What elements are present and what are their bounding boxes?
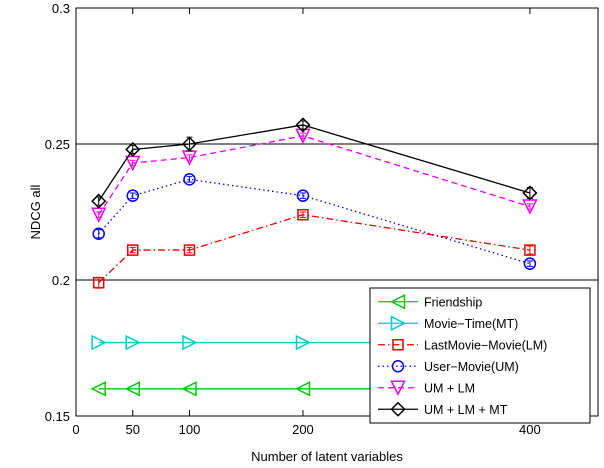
legend-marker <box>390 315 407 331</box>
axis-ticks: 0.15 0.2 0.25 0.3 0 50 100 200 400 <box>45 1 598 437</box>
data-point <box>522 185 538 201</box>
data-point <box>125 334 141 351</box>
legend-label: Movie−Time(MT) <box>424 317 518 331</box>
x-tick-label: 0 <box>72 422 79 437</box>
data-point <box>91 334 107 351</box>
data-point <box>181 136 198 152</box>
x-axis-label: Number of latent variables <box>251 449 403 464</box>
data-point <box>181 381 197 397</box>
series-2 <box>92 208 536 289</box>
data-point <box>126 189 139 202</box>
data-point <box>125 141 141 158</box>
data-point <box>296 189 310 202</box>
series-line <box>98 135 531 216</box>
legend-marker <box>391 360 405 373</box>
legend: Friendship Movie−Time(MT) LastMovie−Movie(… <box>369 287 591 424</box>
legend-label: Friendship <box>424 295 482 309</box>
y-tick-label: 0.15 <box>45 409 70 424</box>
data-point <box>183 244 196 256</box>
legend-label: UM + LM + MT <box>424 403 508 417</box>
legend-marker <box>390 380 406 396</box>
data-point <box>523 257 537 270</box>
data-point <box>295 334 312 351</box>
x-tick-label: 400 <box>519 422 541 437</box>
y-tick-label: 0.3 <box>52 1 70 16</box>
y-tick-label: 0.2 <box>52 273 70 288</box>
x-tick-label: 100 <box>179 422 201 437</box>
data-point <box>294 381 311 397</box>
data-point <box>91 193 107 209</box>
data-point <box>90 381 106 397</box>
data-point <box>297 208 309 221</box>
data-point <box>295 117 311 133</box>
series-3 <box>92 173 537 270</box>
series-5 <box>91 117 538 209</box>
data-point <box>126 244 139 256</box>
y-tick-label: 0.25 <box>45 137 70 152</box>
legend-label: User−Movie(UM) <box>424 360 519 374</box>
legend-marker <box>392 339 404 351</box>
legend-marker <box>389 294 406 310</box>
data-point <box>524 244 536 256</box>
data-point <box>92 276 105 289</box>
data-point <box>124 381 140 397</box>
data-point <box>182 334 198 351</box>
legend-box <box>369 287 591 424</box>
x-tick-label: 200 <box>292 422 314 437</box>
grid <box>76 143 598 281</box>
x-tick-label: 50 <box>126 422 140 437</box>
y-axis-label: NDCG all <box>28 184 43 239</box>
data-point <box>183 173 196 186</box>
data-point <box>92 227 105 241</box>
legend-label: UM + LM <box>424 381 475 395</box>
legend-label: LastMovie−Movie(LM) <box>424 338 547 352</box>
legend-marker <box>390 401 406 417</box>
